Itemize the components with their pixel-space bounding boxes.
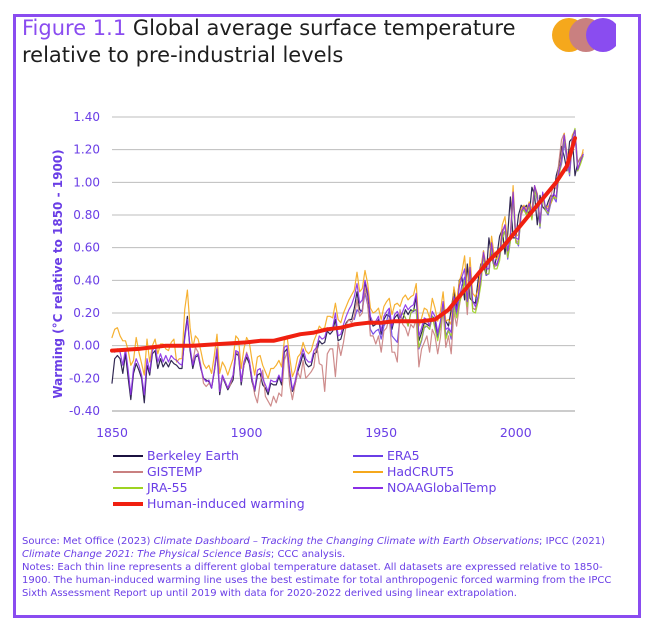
figure-title-text: Global average surface temperature relat… <box>22 16 516 67</box>
y-tick-label: 1.20 <box>73 143 100 157</box>
legend-item: Human-induced warming <box>113 496 305 511</box>
logo-circle-purple <box>586 18 616 52</box>
legend-swatch <box>113 501 143 506</box>
legend-swatch <box>113 454 143 457</box>
series-lines <box>110 127 584 407</box>
legend-label: Berkeley Earth <box>147 448 239 463</box>
series-line-gistemp <box>192 129 584 407</box>
legend-item: JRA-55 <box>113 480 188 495</box>
legend-label: JRA-55 <box>147 480 188 495</box>
series-line-hadcrut5 <box>111 129 584 379</box>
legend-swatch <box>353 454 383 457</box>
figure-label: Figure 1.1 <box>22 16 127 40</box>
legend-swatch <box>353 486 383 489</box>
x-tick-label: 1900 <box>231 425 263 440</box>
y-axis-label: Warming (°C relative to 1850 - 1900) <box>51 149 65 398</box>
series-line-noaaglobaltemp <box>111 129 584 396</box>
y-tick-label: -0.40 <box>69 404 100 418</box>
legend-label: HadCRUT5 <box>387 464 455 479</box>
legend-item: ERA5 <box>353 448 420 463</box>
x-tick-label: 2000 <box>500 425 532 440</box>
axes: -0.40 -0.20 0.00 0.20 0.40 0.60 0.80 1.00 1.20 1.… <box>69 110 575 440</box>
y-tick-label: 0.60 <box>73 241 100 255</box>
legend-swatch <box>113 470 143 473</box>
legend-label: Human-induced warming <box>147 496 305 511</box>
legend-item: GISTEMP <box>113 464 202 479</box>
figure-title: Figure 1.1 Global average surface temper… <box>22 15 542 69</box>
series-line-era5 <box>353 134 584 350</box>
source-line: Source: Met Office (2023) Climate Dashbo… <box>22 536 605 560</box>
notes-line: Notes: Each thin line represents a diffe… <box>22 562 612 599</box>
y-tick-label: 0.80 <box>73 208 100 222</box>
legend-item: HadCRUT5 <box>353 464 454 479</box>
legend-swatch <box>353 470 383 473</box>
legend-swatch <box>113 486 143 489</box>
y-tick-label: 1.00 <box>73 175 100 189</box>
legend-label: NOAAGlobalTemp <box>387 480 497 495</box>
grid-lines <box>112 116 575 412</box>
legend-item: Berkeley Earth <box>113 448 239 463</box>
y-tick-label: 0.40 <box>73 273 100 287</box>
y-tick-label: 1.40 <box>73 110 100 124</box>
y-tick-label: 0.20 <box>73 306 100 320</box>
legend-label: GISTEMP <box>147 464 203 479</box>
x-tick-label: 1850 <box>96 425 128 440</box>
source-notes: Source: Met Office (2023) Climate Dashbo… <box>22 535 622 600</box>
legend-label: ERA5 <box>387 448 420 463</box>
x-tick-label: 1950 <box>365 425 397 440</box>
y-tick-label: 0.00 <box>73 339 100 353</box>
series-line-human-induced-warming <box>110 136 577 353</box>
ccc-logo-icon <box>552 18 616 52</box>
y-tick-label: -0.20 <box>69 371 100 385</box>
legend-item: NOAAGlobalTemp <box>353 480 496 495</box>
